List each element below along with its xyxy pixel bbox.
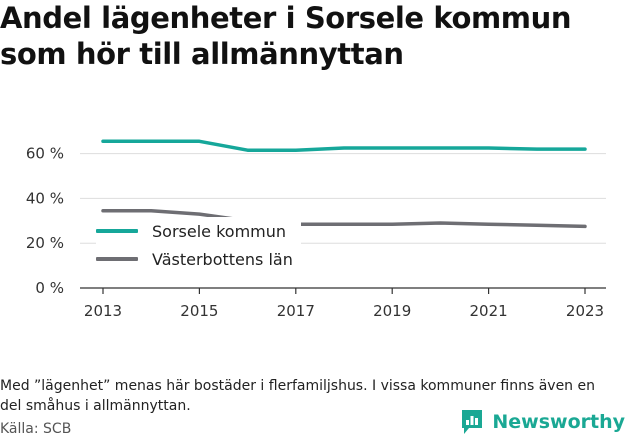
x-tick-label: 2021: [470, 302, 508, 320]
x-tick-label: 2013: [84, 302, 122, 320]
legend-item-sorsele: Sorsele kommun: [96, 217, 301, 245]
chart-title: Andel lägenheter i Sorsele kommun som hö…: [0, 1, 572, 71]
x-tick-label: 2015: [180, 302, 218, 320]
x-tick-label: 2019: [373, 302, 411, 320]
y-tick-label: 40 %: [26, 189, 64, 207]
brand-name: Newsworthy: [492, 411, 625, 433]
x-tick-label: 2017: [277, 302, 315, 320]
line-chart: 0 % 20 % 40 % 60 % 2013 2015 2017 2019 2021 2023: [26, 139, 606, 320]
y-tick-label: 60 %: [26, 145, 64, 163]
y-tick-label: 0 %: [35, 279, 64, 297]
legend-label-vasterbotten: Västerbottens län: [152, 249, 293, 269]
legend-item-vasterbotten: Västerbottens län: [96, 245, 301, 273]
x-tick-label: 2023: [566, 302, 604, 320]
y-tick-label: 20 %: [26, 234, 64, 252]
bar-chart-logo-icon: [462, 410, 483, 434]
legend-swatch-sorsele: [96, 229, 138, 233]
legend-swatch-vasterbotten: [96, 257, 138, 261]
series-line-sorsele: [101, 139, 587, 152]
chart-note: Med ”lägenhet” menas här bostäder i fler…: [0, 378, 595, 414]
legend-label-sorsele: Sorsele kommun: [152, 221, 287, 241]
newsworthy-logo[interactable]: Newsworthy: [460, 408, 625, 436]
source-credit: Källa: SCB: [0, 421, 72, 437]
series-line-vasterbotten: [101, 208, 587, 229]
chart-legend: Sorsele kommun Västerbottens län: [96, 217, 301, 273]
